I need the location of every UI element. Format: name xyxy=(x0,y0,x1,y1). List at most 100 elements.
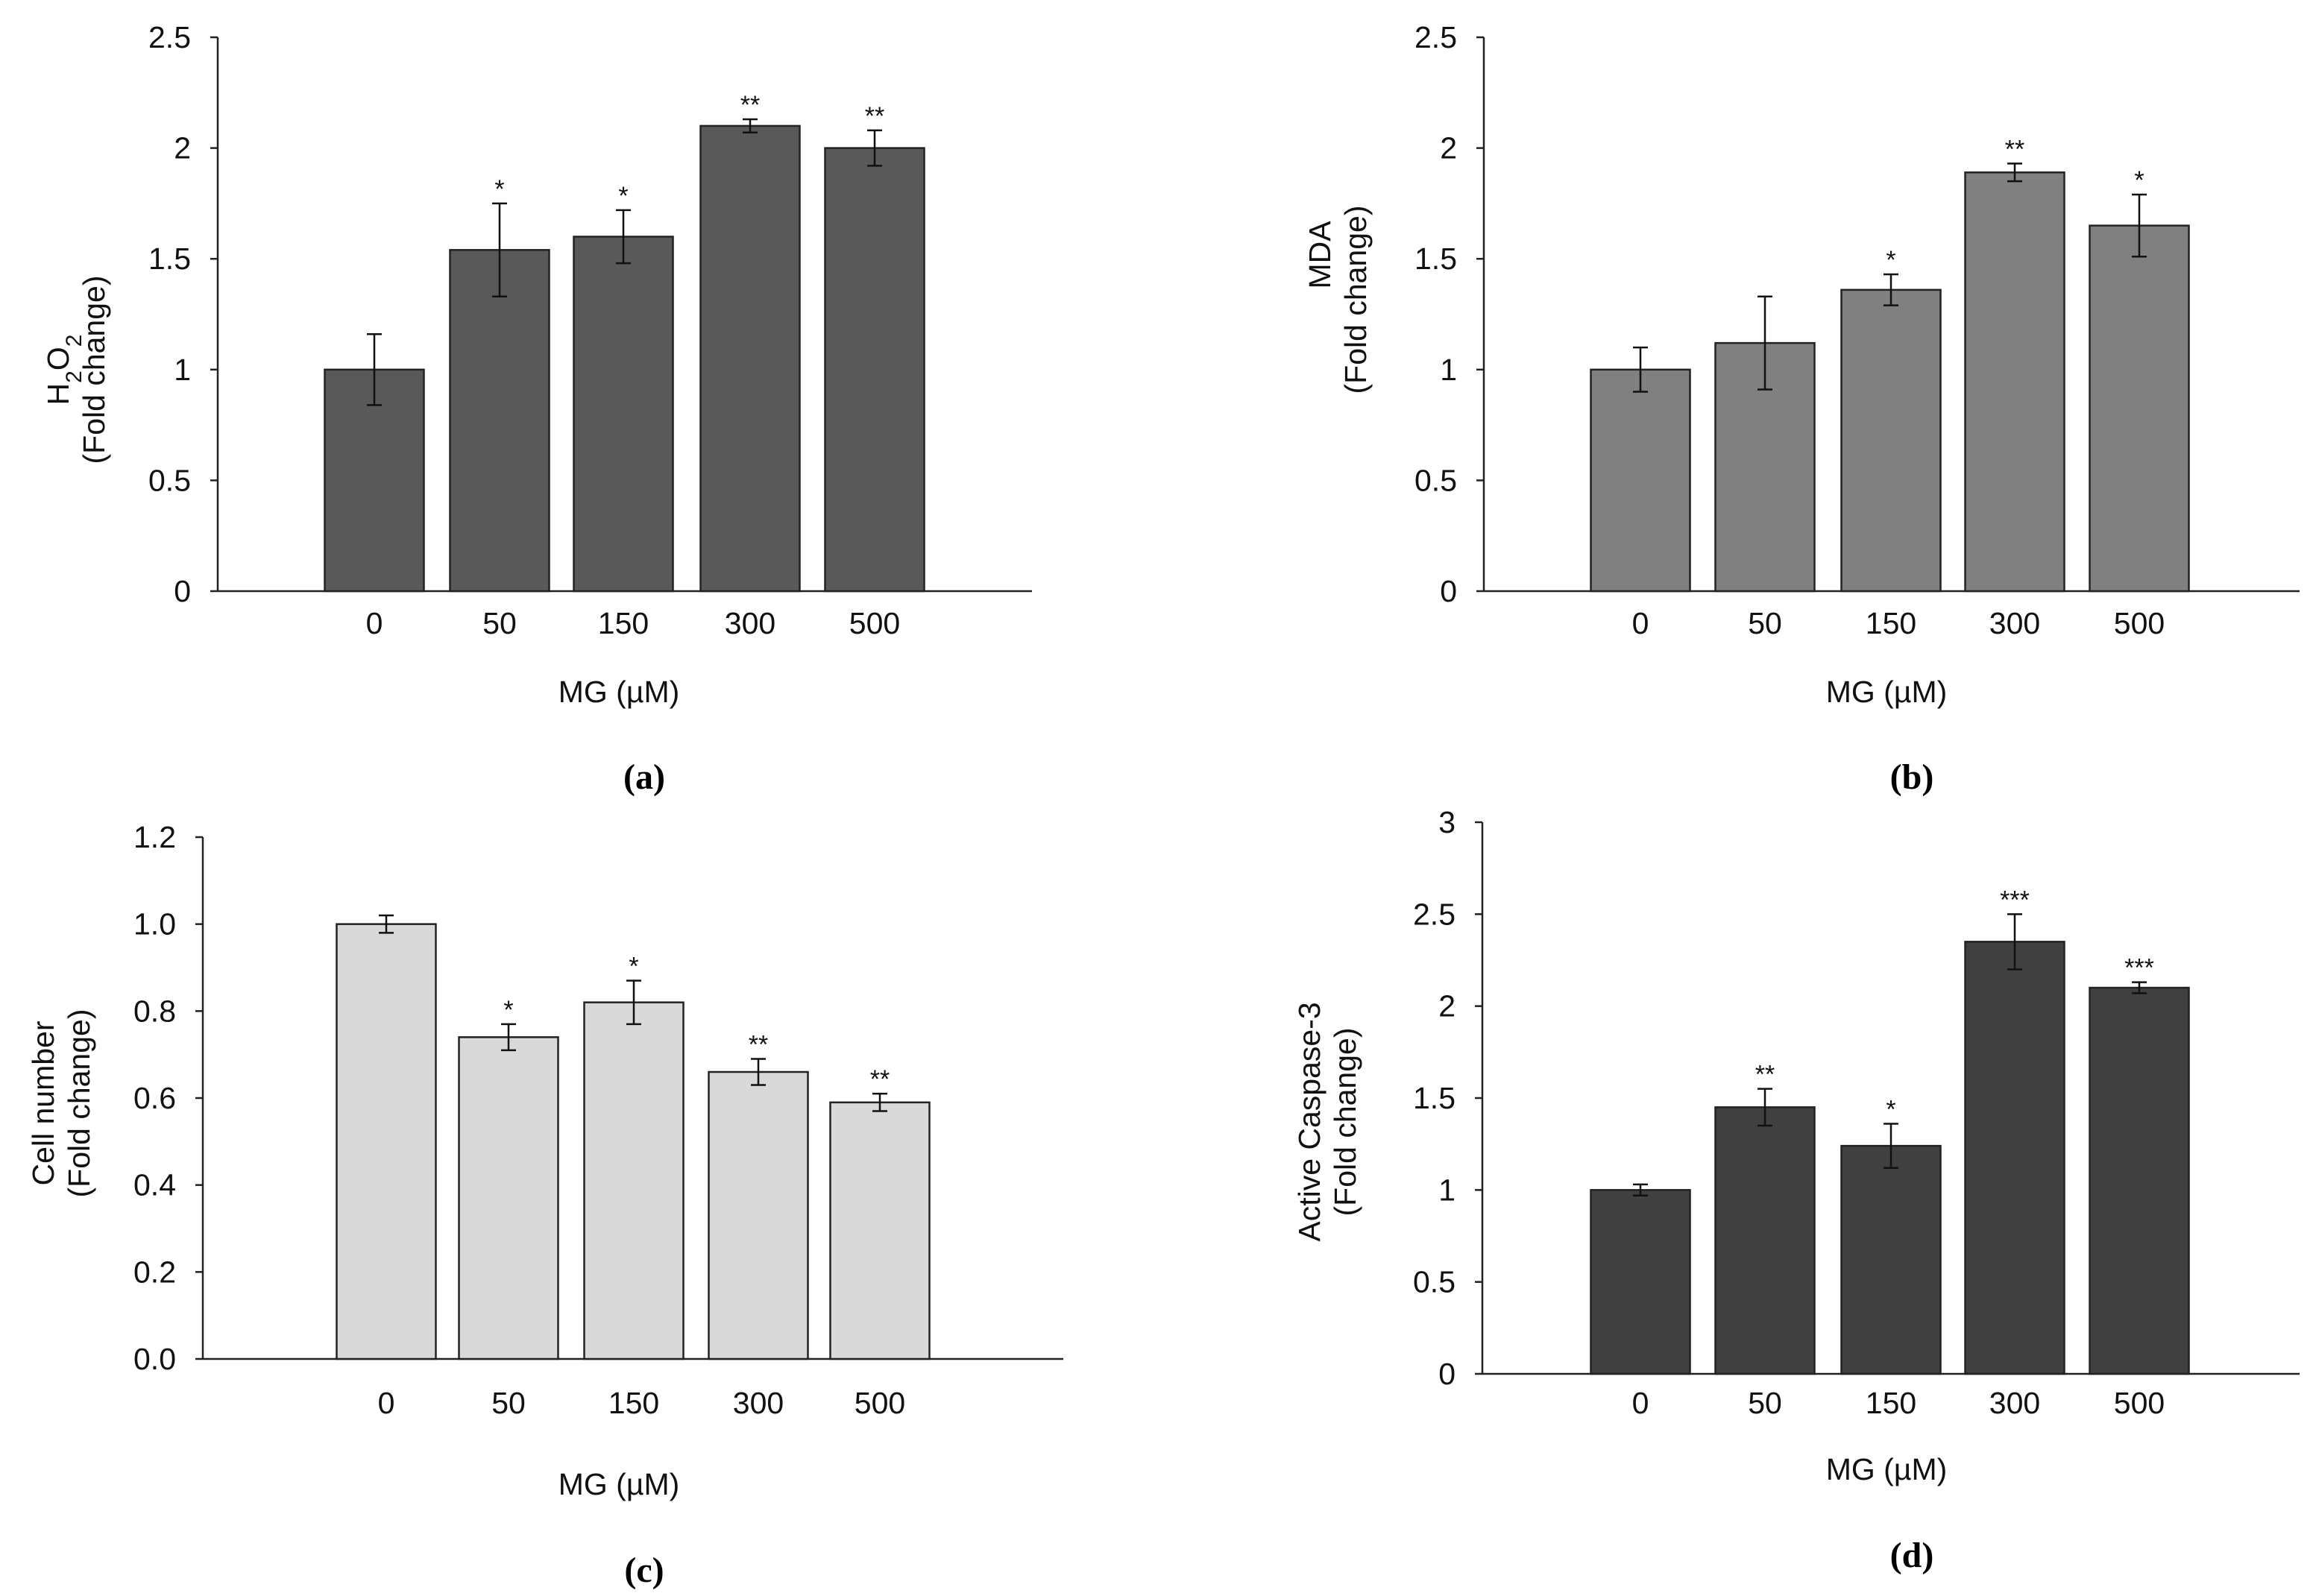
panel-b-bar-0 xyxy=(1590,368,1691,593)
panel-c-y-tick-label: 0.6 xyxy=(133,1081,176,1115)
panel-b-bar-500 xyxy=(2089,224,2190,593)
panel-d-xlabel: MG (µM) xyxy=(1826,1452,1948,1486)
panel-a-h2o2-chart: H2O2 (Fold change) MG (µM) (a) 0 0.5 1 1.5 2… xyxy=(41,20,1032,797)
panel-c-x-tick-label: 50 xyxy=(491,1386,526,1420)
panel-d-y-tick-label: 0 xyxy=(1438,1357,1456,1391)
panel-c-bar-500 xyxy=(829,1101,931,1360)
panel-b-x-tick-label: 0 xyxy=(1632,606,1649,640)
panel-c-label: (c) xyxy=(624,1551,664,1590)
panel-c-ylabel-line2: (Fold change) xyxy=(62,1009,96,1198)
panel-a-y-tick-label: 0.5 xyxy=(148,463,191,497)
panel-a-significance: * xyxy=(618,182,628,210)
panel-c-x-tick-label: 300 xyxy=(733,1386,784,1420)
panel-b-label: (b) xyxy=(1890,757,1934,797)
panel-a-y-tick-label: 0 xyxy=(174,574,191,608)
panel-c-x-tick-label: 500 xyxy=(855,1386,905,1420)
panel-b-ylabel-line2: (Fold change) xyxy=(1338,206,1373,394)
panel-a-x-tick-label: 0 xyxy=(366,606,383,640)
panel-a-bar-150 xyxy=(573,236,674,593)
panel-d-label: (d) xyxy=(1890,1536,1934,1575)
panel-b-y-tick-label: 1 xyxy=(1440,353,1457,387)
panel-a-bar-0 xyxy=(324,368,425,593)
panel-d-significance: ** xyxy=(1755,1061,1775,1089)
panel-a-y-tick-label: 1.5 xyxy=(148,242,191,276)
panel-d-bar-0 xyxy=(1590,1189,1691,1375)
panel-d-y-tick-label: 1 xyxy=(1438,1173,1456,1207)
panel-d-bar-300 xyxy=(1964,941,2065,1375)
panel-d-bar-150 xyxy=(1840,1144,1942,1375)
panel-a-bar-500 xyxy=(824,147,925,593)
panel-d-x-tick-label: 150 xyxy=(1866,1386,1916,1420)
panel-c-cell-number-chart: Cell number (Fold change) MG (µM) (c) 0.… xyxy=(26,820,1063,1590)
panel-a-significance: * xyxy=(494,175,504,204)
panel-a-label: (a) xyxy=(623,757,665,797)
panel-d-bar-500 xyxy=(2089,986,2190,1375)
panel-d-y-tick-label: 1.5 xyxy=(1413,1081,1456,1115)
panel-a-ylabel: H2O2 xyxy=(41,335,86,406)
panel-a-x-tick-label: 300 xyxy=(725,606,775,640)
panel-c-y-tick-label: 0.0 xyxy=(133,1342,176,1376)
panel-c-bar-150 xyxy=(583,1001,685,1360)
panel-c-y-tick-label: 0.2 xyxy=(133,1255,176,1289)
panel-a-significance: ** xyxy=(740,91,760,119)
panel-c-significance: ** xyxy=(749,1031,768,1059)
panel-b-y-tick-label: 1.5 xyxy=(1414,242,1457,276)
panel-c-significance: ** xyxy=(870,1065,890,1094)
panel-d-bar-50 xyxy=(1714,1106,1816,1375)
panel-c-y-tick-label: 0.4 xyxy=(133,1168,176,1202)
panel-a-x-tick-label: 500 xyxy=(849,606,900,640)
panel-a-y-tick-label: 1 xyxy=(174,353,191,387)
panel-c-x-tick-label: 150 xyxy=(608,1386,659,1420)
panel-d-y-tick-label: 2 xyxy=(1438,989,1456,1023)
panel-a-bar-50 xyxy=(449,249,550,593)
panel-b-x-tick-label: 50 xyxy=(1748,606,1782,640)
panel-c-significance: * xyxy=(503,996,513,1024)
panel-d-caspase-chart: Active Caspase-3 (Fold change) MG (µM) (… xyxy=(1292,805,2300,1575)
panel-c-xlabel: MG (µM) xyxy=(558,1467,680,1501)
panel-b-mda-chart: MDA (Fold change) MG (µM) (b) 0 0.5 1 1.5 2 2… xyxy=(1303,20,2300,797)
panel-c-bar-0 xyxy=(336,923,437,1360)
panel-d-y-tick-label: 2.5 xyxy=(1413,897,1456,931)
panel-b-significance: ** xyxy=(2005,135,2024,163)
panel-d-significance: *** xyxy=(2124,954,2154,982)
panel-c-y-tick-label: 0.8 xyxy=(133,994,176,1028)
panel-d-y-tick-label: 3 xyxy=(1438,805,1456,839)
panel-a-x-tick-label: 50 xyxy=(482,606,517,640)
panel-b-x-tick-label: 500 xyxy=(2114,606,2165,640)
panel-b-bar-300 xyxy=(1964,171,2065,593)
panel-b-y-tick-label: 2.5 xyxy=(1414,20,1457,54)
panel-b-significance: * xyxy=(2134,166,2144,195)
panel-b-xlabel: MG (µM) xyxy=(1826,675,1948,709)
panel-a-x-tick-label: 150 xyxy=(598,606,649,640)
panel-d-ylabel-line2: (Fold change) xyxy=(1328,1028,1362,1217)
panel-a-y-tick-label: 2.5 xyxy=(148,20,191,54)
panel-c-x-tick-label: 0 xyxy=(378,1386,395,1420)
panel-b-ylabel: MDA xyxy=(1303,221,1337,289)
panel-b-y-tick-label: 0 xyxy=(1440,574,1457,608)
panel-a-xlabel: MG (µM) xyxy=(558,675,680,709)
panel-a-ylabel-line2: (Fold change) xyxy=(77,276,111,464)
panel-d-significance: * xyxy=(1886,1096,1895,1124)
panel-d-x-tick-label: 50 xyxy=(1748,1386,1782,1420)
panel-b-y-tick-label: 0.5 xyxy=(1414,463,1457,497)
panel-d-x-tick-label: 0 xyxy=(1632,1386,1649,1420)
panel-b-significance: * xyxy=(1886,246,1895,274)
panel-c-significance: * xyxy=(629,953,638,981)
panel-c-bar-50 xyxy=(458,1036,559,1360)
panel-a-significance: ** xyxy=(865,102,884,130)
panel-d-x-tick-label: 300 xyxy=(1989,1386,2040,1420)
panel-d-significance: *** xyxy=(2000,886,2030,914)
panel-b-x-tick-label: 300 xyxy=(1989,606,2040,640)
panel-d-y-tick-label: 0.5 xyxy=(1413,1265,1456,1299)
panel-d-ylabel: Active Caspase-3 xyxy=(1292,1002,1327,1241)
panel-b-x-tick-label: 150 xyxy=(1866,606,1916,640)
panel-b-bar-150 xyxy=(1840,288,1942,593)
panel-a-bar-300 xyxy=(699,124,801,593)
panel-c-y-tick-label: 1.2 xyxy=(133,820,176,854)
panel-d-x-tick-label: 500 xyxy=(2114,1386,2165,1420)
panel-b-y-tick-label: 2 xyxy=(1440,131,1457,165)
panel-c-bar-300 xyxy=(708,1070,809,1360)
panel-c-y-tick-label: 1.0 xyxy=(133,907,176,941)
panel-a-y-tick-label: 2 xyxy=(174,131,191,165)
